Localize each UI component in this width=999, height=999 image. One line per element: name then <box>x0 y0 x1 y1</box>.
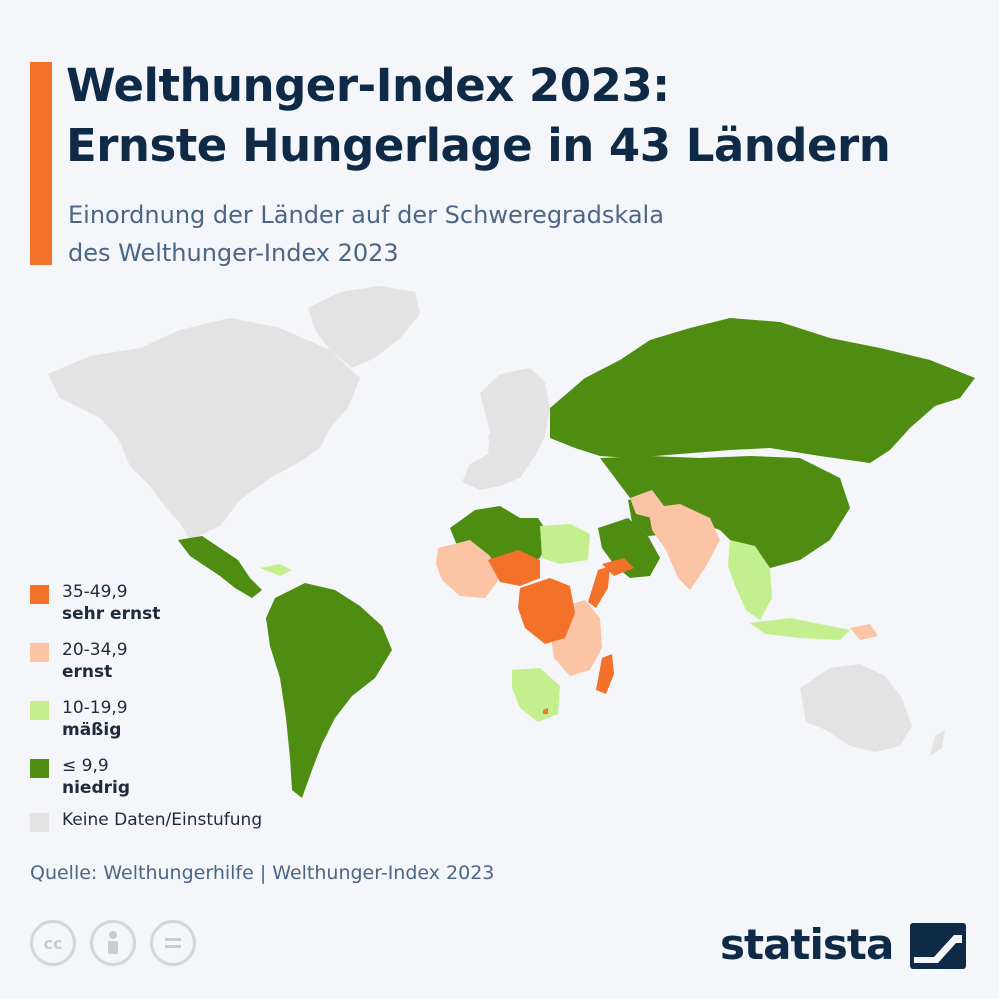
person-icon[interactable] <box>90 920 136 966</box>
region-uk <box>488 418 504 446</box>
statista-mark-icon <box>910 923 966 969</box>
region-new-zealand <box>930 730 945 756</box>
brand-name: statista <box>720 920 894 969</box>
region-yemen <box>602 558 634 576</box>
region-egypt-sudan-north <box>540 524 590 564</box>
legend-range: ≤ 9,9 <box>62 756 109 776</box>
subtitle-line-1: Einordnung der Länder auf der Schweregra… <box>68 201 664 229</box>
legend-swatch <box>30 759 49 778</box>
equals-icon[interactable] <box>150 920 196 966</box>
legend-label: Keine Daten/Einstufung <box>62 810 263 830</box>
region-caribbean <box>260 564 292 576</box>
page-title: Welthunger-Index 2023: Ernste Hungerlage… <box>66 56 986 176</box>
region-central-america <box>178 536 262 598</box>
region-australia <box>800 664 912 752</box>
region-europe <box>462 368 550 490</box>
region-south-america <box>266 583 392 798</box>
region-sahel <box>488 550 540 586</box>
cc-icon[interactable]: cc <box>30 920 76 966</box>
legend-swatch <box>30 585 49 604</box>
subtitle: Einordnung der Länder auf der Schweregra… <box>68 196 948 272</box>
legend-label: sehr ernst <box>62 604 161 624</box>
region-papua <box>850 624 878 640</box>
region-central-africa <box>518 578 575 644</box>
legend-swatch <box>30 701 49 720</box>
region-west-africa <box>436 540 500 598</box>
subtitle-line-2: des Welthunger-Index 2023 <box>68 239 399 267</box>
region-somalia <box>588 566 610 608</box>
accent-bar <box>30 62 52 265</box>
region-southeast-asia <box>728 540 772 620</box>
region-lesotho <box>543 708 548 714</box>
legend-range: 35-49,9 <box>62 582 128 602</box>
region-southern-africa <box>512 668 560 722</box>
legend-swatch <box>30 813 49 832</box>
legend-range: 20-34,9 <box>62 640 128 660</box>
region-russia <box>550 318 975 463</box>
legend-range: 10-19,9 <box>62 698 128 718</box>
region-indonesia <box>750 618 850 640</box>
source-note: Quelle: Welthungerhilfe | Welthunger-Ind… <box>30 862 495 884</box>
legend-label: mäßig <box>62 720 122 740</box>
title-line-1: Welthunger-Index 2023: <box>66 59 670 112</box>
title-line-2: Ernste Hungerlage in 43 Ländern <box>66 119 891 172</box>
legend-swatch <box>30 643 49 662</box>
legend-label: niedrig <box>62 778 131 798</box>
region-central-asia-china <box>600 456 850 568</box>
world-map <box>48 286 975 798</box>
region-north-america <box>48 318 360 540</box>
region-pakistan-afghanistan <box>630 490 664 518</box>
region-india <box>648 504 720 590</box>
region-greenland <box>308 286 420 368</box>
region-madagascar <box>596 654 614 694</box>
legend-label: ernst <box>62 662 113 682</box>
statista-logo[interactable]: statista <box>720 918 975 972</box>
